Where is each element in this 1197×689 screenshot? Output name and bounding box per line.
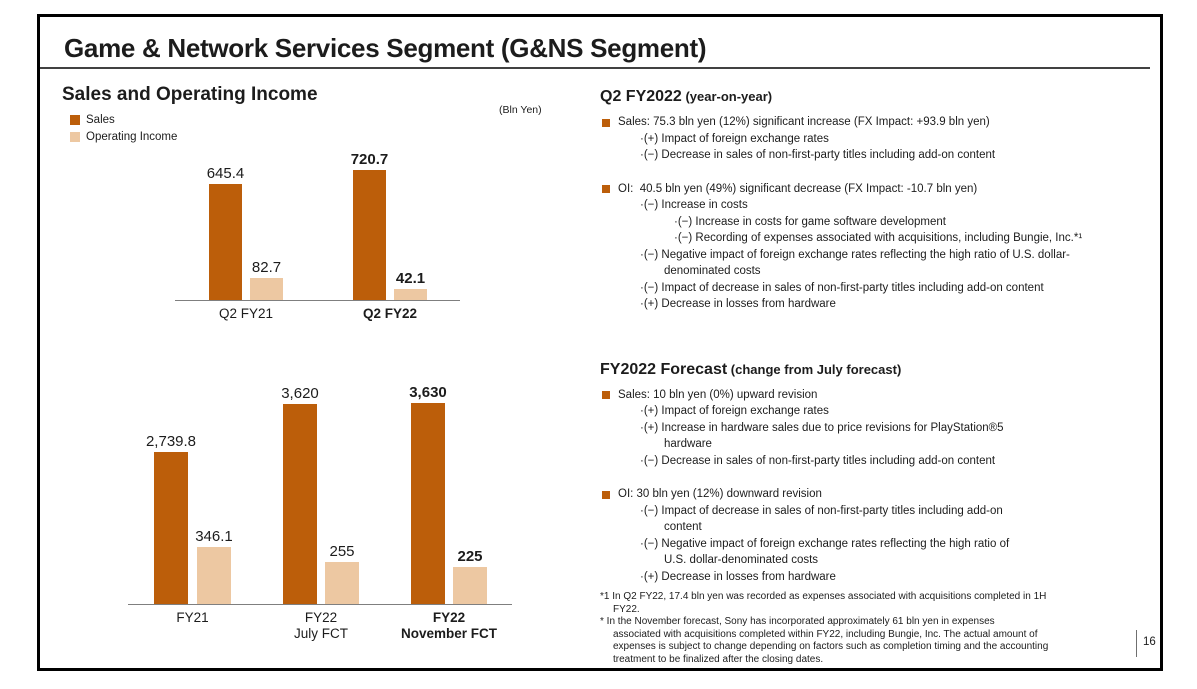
bullet-group: Sales: 75.3 bln yen (12%) significant in… xyxy=(600,114,1158,164)
bar-value-label: 720.7 xyxy=(350,150,389,168)
category-label-line: FY21 xyxy=(176,610,209,625)
footnote: *1 In Q2 FY22, 17.4 bln yen was recorded… xyxy=(600,591,1047,615)
legend-label-sales: Sales xyxy=(86,113,115,126)
bar-value-label: 225 xyxy=(457,547,483,565)
section: FY2022 Forecast (change from July foreca… xyxy=(600,359,1158,586)
bullet-item: Sales: 75.3 bln yen (12%) significant in… xyxy=(600,114,1158,131)
section-title: FY2022 Forecast xyxy=(600,360,728,378)
bar-value-label: 645.4 xyxy=(206,164,245,182)
category-label-line: Q2 FY22 xyxy=(362,306,418,321)
slide-frame xyxy=(37,14,1163,671)
category-label-line: FY22 xyxy=(304,610,338,625)
sub-bullet: ·(−) Negative impact of foreign exchange… xyxy=(640,248,1070,278)
bullet-square-icon xyxy=(602,118,610,127)
category-label-line: November FCT xyxy=(400,626,498,641)
sub-bullet: ·(−) Decrease in sales of non-first-part… xyxy=(640,454,996,467)
sub-bullet: ·(+) Impact of foreign exchange rates xyxy=(640,405,829,417)
sales-bar xyxy=(209,183,242,300)
section-title-note: (change from July forecast) xyxy=(727,361,902,377)
sales-bar xyxy=(353,170,386,300)
sub-bullet: ·(−) Negative impact of foreign exchange… xyxy=(640,537,1010,567)
category-label: Q2 FY21 xyxy=(171,306,321,322)
category-label-line: FY22 xyxy=(432,610,466,625)
category-label: FY22 July FCT xyxy=(246,610,396,642)
section-title-note: (year-on-year) xyxy=(681,89,773,104)
chart-section-heading: Sales and Operating Income xyxy=(62,84,318,105)
sub-bullet: ·(−) Impact of decrease in sales of non-… xyxy=(640,281,1044,294)
bar-value-label: 82.7 xyxy=(251,259,282,276)
sub-bullet: ·(−) Impact of decrease in sales of non-… xyxy=(640,504,1003,534)
page-number-divider xyxy=(1136,630,1137,657)
legend-label-operating-income: Operating Income xyxy=(86,130,178,143)
category-label: FY21 xyxy=(118,610,268,626)
operating-income-swatch-icon xyxy=(70,131,80,142)
bullet-square-icon xyxy=(602,490,610,499)
bullet-item: Sales: 10 bln yen (0%) upward revision xyxy=(600,387,1158,404)
footnote: * In the November forecast, Sony has inc… xyxy=(600,616,1049,665)
title-underline xyxy=(40,67,1150,69)
sales-bar xyxy=(154,452,188,604)
bullet-group: OI: 30 bln yen (12%) downward revision ·(… xyxy=(600,486,1158,585)
bar-value-label: 42.1 xyxy=(395,269,426,287)
category-label-line: July FCT xyxy=(294,626,348,641)
page-title: Game & Network Services Segment (G&NS Se… xyxy=(64,33,707,63)
sub-bullet: ·(−) Recording of expenses associated wi… xyxy=(674,232,1083,244)
category-label: FY22 November FCT xyxy=(374,610,524,642)
q2-bar-chart: 645.4 82.7 Q2 FY21 720.7 42.1 Q2 FY22 xyxy=(175,150,460,321)
bullet-group: OI: 40.5 bln yen (49%) significant decre… xyxy=(600,181,1158,313)
sub-bullet: ·(+) Impact of foreign exchange rates xyxy=(640,132,829,145)
bullet-square-icon xyxy=(602,391,610,399)
bullet-text: OI: 40.5 bln yen (49%) significant decre… xyxy=(618,182,978,195)
fy-bar-chart: 2,739.8 346.1 FY21 3,620 255 FY22 July FCT 3,63… xyxy=(128,383,512,641)
category-label: Q2 FY22 xyxy=(315,306,465,322)
footnotes: *1 In Q2 FY22, 17.4 bln yen was recorded… xyxy=(600,591,1138,666)
chart-legend: Sales Operating Income xyxy=(70,111,177,145)
section: Q2 FY2022 (year-on-year) Sales: 75.3 bln … xyxy=(600,86,1158,313)
page-number: 16 xyxy=(1143,636,1156,648)
sales-bar xyxy=(411,403,445,604)
operating-income-bar xyxy=(394,288,427,300)
sub-bullet: ·(−) Decrease in sales of non-first-part… xyxy=(640,149,996,161)
sub-bullet: ·(+) Increase in hardware sales due to p… xyxy=(640,421,1004,451)
right-sections: Q2 FY2022 (year-on-year) Sales: 75.3 bln … xyxy=(600,86,1158,585)
bar-value-label: 346.1 xyxy=(195,527,233,545)
sales-swatch-icon xyxy=(70,114,80,125)
operating-income-bar xyxy=(453,566,487,604)
bullet-text: Sales: 10 bln yen (0%) upward revision xyxy=(618,388,818,401)
bar-value-label: 3,620 xyxy=(281,384,319,402)
sub-bullet: ·(+) Decrease in losses from hardware xyxy=(640,570,836,583)
sub-bullet: ·(−) Increase in costs xyxy=(640,199,748,211)
section-title: Q2 FY2022 xyxy=(600,88,682,105)
bar-value-label: 255 xyxy=(329,543,355,560)
bar-value-label: 2,739.8 xyxy=(145,433,197,451)
bullet-text: Sales: 75.3 bln yen (12%) significant in… xyxy=(618,116,990,128)
bullet-group: Sales: 10 bln yen (0%) upward revision ·(… xyxy=(600,387,1158,470)
unit-label: (Bln Yen) xyxy=(499,104,542,116)
section-heading: Q2 FY2022 (year-on-year) xyxy=(600,86,1158,107)
operating-income-bar xyxy=(325,562,359,604)
sub-bullet: ·(−) Increase in costs for game software… xyxy=(674,215,946,228)
bullet-item: OI: 30 bln yen (12%) downward revision xyxy=(600,486,1158,503)
bullet-square-icon xyxy=(602,185,610,193)
category-label-line: Q2 FY21 xyxy=(218,306,274,321)
legend-item-operating-income: Operating Income xyxy=(70,128,177,145)
section-heading: FY2022 Forecast (change from July foreca… xyxy=(600,359,1158,380)
bar-value-label: 3,630 xyxy=(409,384,447,401)
sales-bar xyxy=(283,403,317,604)
legend-item-sales: Sales xyxy=(70,111,177,128)
operating-income-bar xyxy=(197,547,231,604)
bullet-item: OI: 40.5 bln yen (49%) significant decre… xyxy=(600,181,1158,198)
operating-income-bar xyxy=(250,278,283,300)
sub-bullet: ·(+) Decrease in losses from hardware xyxy=(640,298,836,310)
bullet-text: OI: 30 bln yen (12%) downward revision xyxy=(618,488,822,500)
